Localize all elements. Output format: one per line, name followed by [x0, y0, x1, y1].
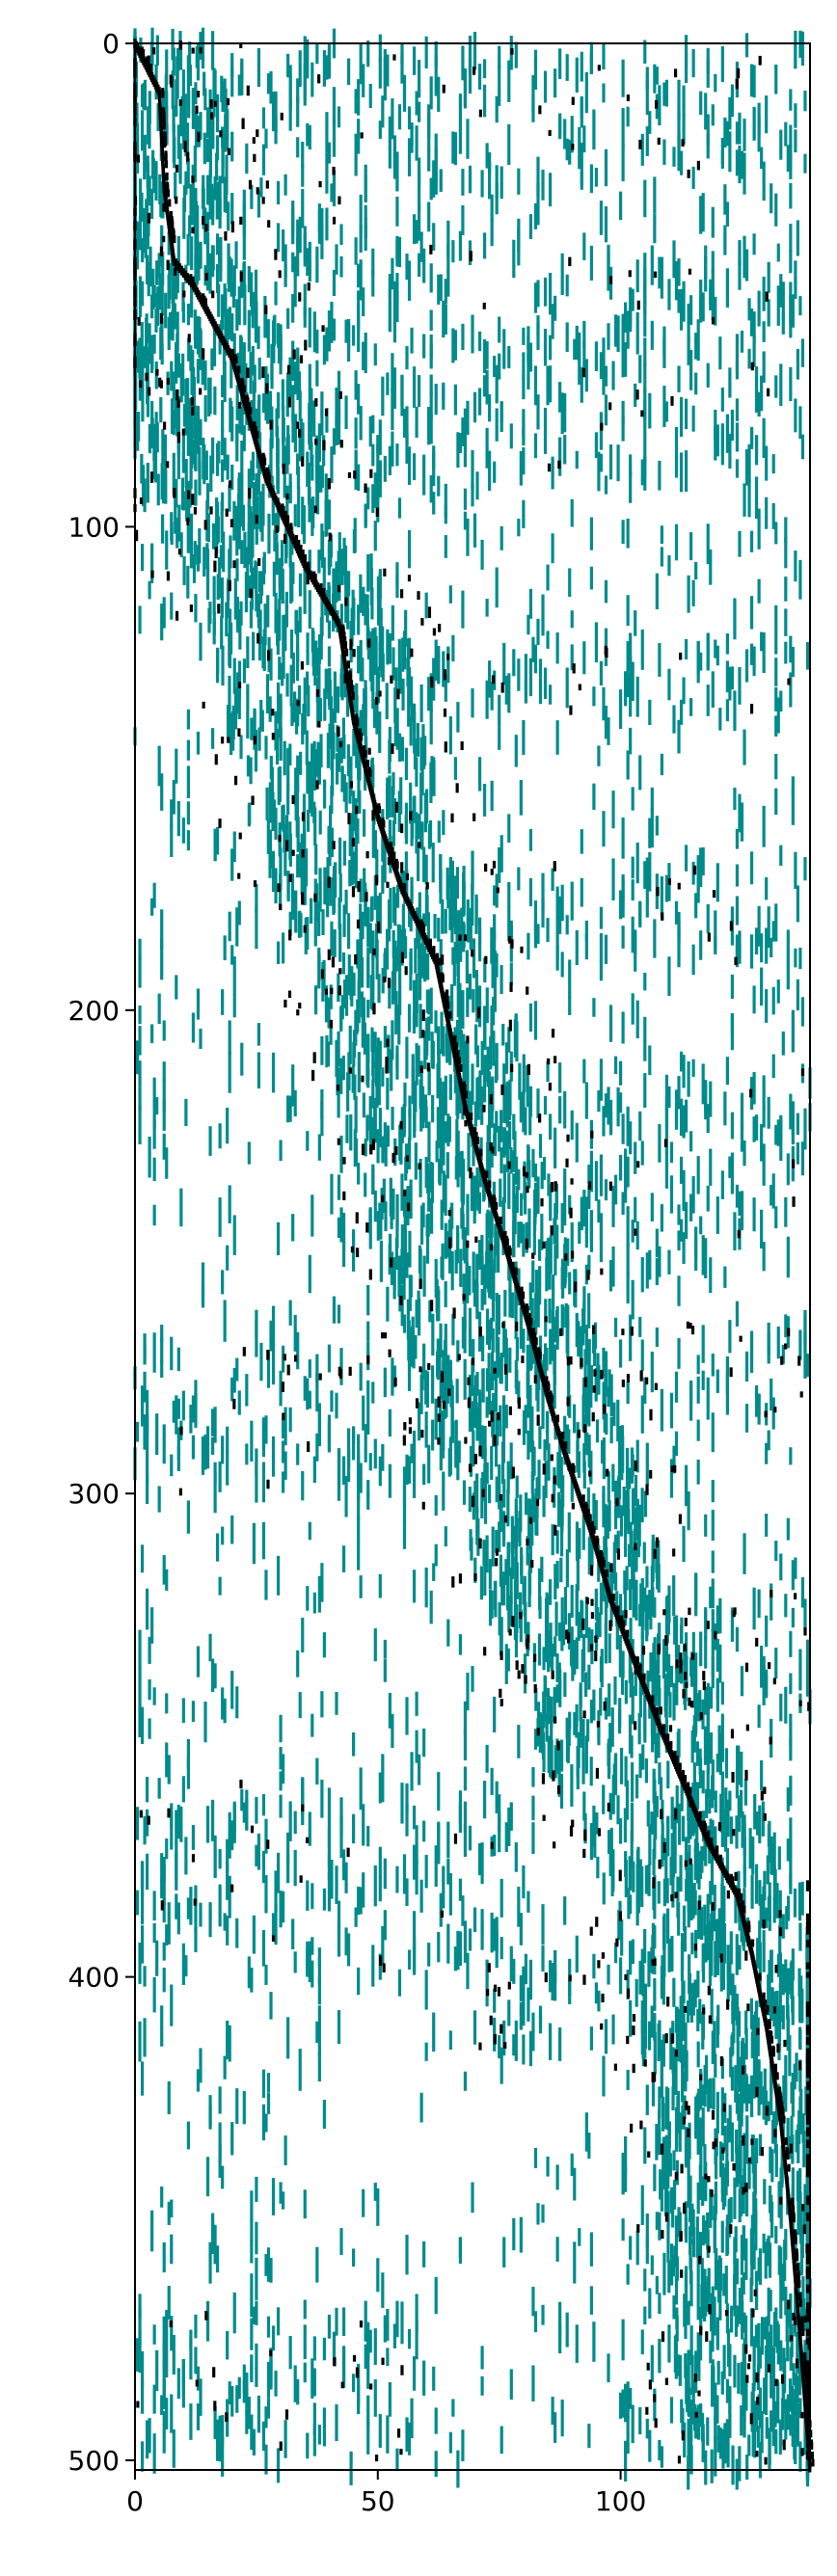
chart-container: 050100 0100200300400500 [0, 0, 837, 2571]
spy-matrix-chart: 050100 0100200300400500 [0, 0, 837, 2571]
